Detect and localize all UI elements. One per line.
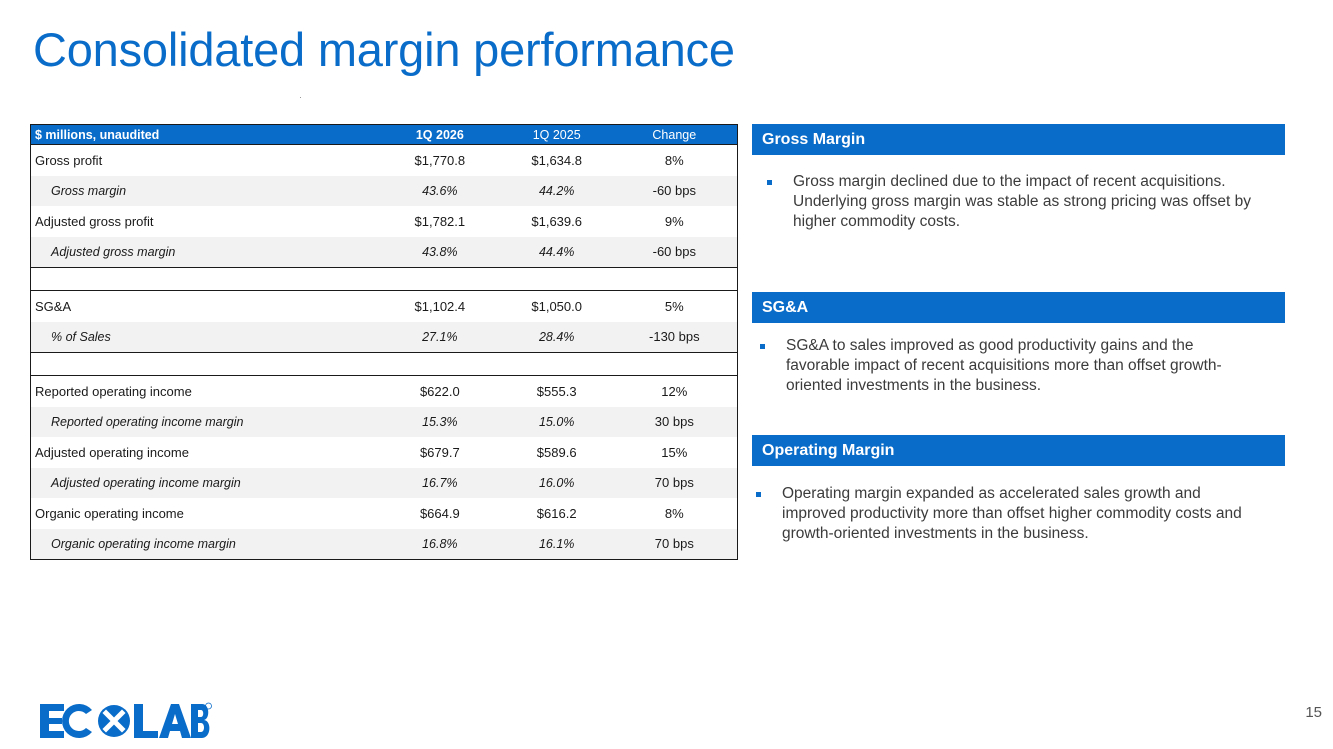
row-label: Gross margin — [30, 175, 378, 206]
table-row: % of Sales 27.1% 28.4% -130 bps — [30, 321, 738, 353]
row-change: 15% — [661, 444, 688, 460]
row-value-2026: 27.1% — [377, 321, 502, 353]
row-change: 70 bps — [611, 467, 738, 498]
row-value-2026: $679.7 — [419, 444, 460, 460]
row-change: 9% — [664, 213, 684, 229]
row-value-2025: $1,050.0 — [531, 298, 582, 314]
row-value-2026: 16.7% — [377, 467, 502, 498]
table-header-row: $ millions, unaudited 1Q 2026 1Q 2025 Ch… — [30, 124, 738, 145]
logo-letter-c — [62, 704, 92, 738]
gross-margin-header: Gross Margin — [752, 124, 1285, 155]
registered-mark-icon — [205, 702, 212, 710]
row-change: 5% — [664, 298, 684, 314]
row-change: 70 bps — [611, 528, 738, 560]
row-change: -130 bps — [611, 321, 738, 353]
table-row: Adjusted operating income margin 16.7% 1… — [30, 467, 738, 498]
logo-letter-l — [134, 704, 158, 738]
row-value-2026: 43.6% — [377, 175, 502, 206]
row-label: % of Sales — [30, 321, 378, 353]
row-value-2025: 16.1% — [501, 528, 612, 560]
operating-margin-text: Operating margin expanded as accelerated… — [782, 485, 1242, 542]
row-change: -60 bps — [611, 236, 738, 268]
row-value-2026: $622.0 — [419, 383, 460, 399]
table-row: Adjusted gross margin 43.8% 44.4% -60 bp… — [30, 236, 738, 268]
table-row: Gross profit $1,770.8 $1,634.8 8% — [31, 145, 738, 176]
logo-letter-e — [40, 704, 64, 738]
margin-table: $ millions, unaudited 1Q 2026 1Q 2025 Ch… — [30, 124, 738, 560]
logo-letter-b — [191, 704, 210, 738]
row-change: -60 bps — [611, 175, 738, 206]
row-label: Organic operating income margin — [30, 528, 378, 560]
row-change: 8% — [664, 152, 684, 168]
header-1q-2026: 1Q 2026 — [377, 124, 502, 145]
row-label: Gross profit — [35, 152, 103, 168]
logo-letter-a — [159, 704, 191, 738]
row-label: Adjusted gross margin — [30, 236, 378, 268]
row-value-2025: $1,639.6 — [531, 213, 582, 229]
row-label: Adjusted operating income margin — [30, 467, 378, 498]
table-row: Reported operating income $622.0 $555.3 … — [31, 376, 738, 407]
row-value-2025: 15.0% — [501, 406, 612, 437]
row-value-2026: $1,102.4 — [414, 298, 466, 314]
row-change: 30 bps — [611, 406, 738, 437]
row-label: Reported operating income — [35, 383, 192, 399]
operating-margin-bullet: Operating margin expanded as accelerated… — [756, 484, 1260, 544]
row-value-2026: $664.9 — [419, 505, 460, 521]
gross-margin-text: Gross margin declined due to the impact … — [793, 173, 1252, 230]
row-value-2026: 15.3% — [377, 406, 502, 437]
bullet-square-icon — [760, 344, 765, 349]
row-label: Adjusted operating income — [35, 444, 189, 460]
row-change: 8% — [664, 505, 684, 521]
bullet-square-icon — [756, 492, 761, 497]
table-row: Adjusted operating income $679.7 $589.6 … — [31, 437, 738, 468]
sga-header: SG&A — [752, 292, 1285, 323]
row-value-2025: 16.0% — [501, 467, 612, 498]
page-number: 15 — [1305, 704, 1322, 721]
row-change: 12% — [661, 383, 688, 399]
row-label: Adjusted gross profit — [35, 213, 154, 229]
table-row: Organic operating income margin 16.8% 16… — [30, 528, 738, 560]
gross-margin-bullet: Gross margin declined due to the impact … — [767, 172, 1268, 232]
row-value-2026: $1,770.8 — [414, 152, 466, 168]
header-units: $ millions, unaudited — [30, 124, 378, 145]
row-value-2025: $589.6 — [536, 444, 577, 460]
row-value-2025: $1,634.8 — [531, 152, 582, 168]
row-label: SG&A — [35, 298, 72, 314]
table-spacer-row — [30, 267, 738, 291]
header-1q-2025: 1Q 2025 — [501, 124, 612, 145]
sga-text: SG&A to sales improved as good productiv… — [786, 337, 1222, 394]
table-row: Gross margin 43.6% 44.2% -60 bps — [30, 175, 738, 206]
row-value-2026: 16.8% — [377, 528, 502, 560]
table-row: Adjusted gross profit $1,782.1 $1,639.6 … — [31, 206, 738, 237]
bullet-square-icon — [767, 180, 772, 185]
sga-bullet: SG&A to sales improved as good productiv… — [760, 336, 1261, 396]
table-row: Reported operating income margin 15.3% 1… — [30, 406, 738, 437]
table-row: Organic operating income $664.9 $616.2 8… — [31, 498, 738, 529]
row-value-2025: 28.4% — [501, 321, 612, 353]
operating-margin-header: Operating Margin — [752, 435, 1285, 466]
ecolab-logo — [40, 702, 212, 738]
row-value-2025: 44.4% — [501, 236, 612, 268]
page-title: Consolidated margin performance — [33, 23, 735, 76]
logo-x-mark — [102, 709, 126, 733]
row-label: Reported operating income margin — [30, 406, 378, 437]
row-value-2026: $1,782.1 — [414, 213, 466, 229]
row-value-2026: 43.8% — [377, 236, 502, 268]
stray-dot — [300, 97, 301, 98]
row-label: Organic operating income — [35, 505, 184, 521]
table-row: SG&A $1,102.4 $1,050.0 5% — [31, 291, 738, 322]
header-change: Change — [611, 124, 738, 145]
row-value-2025: 44.2% — [501, 175, 612, 206]
table-spacer-row — [30, 352, 738, 376]
row-value-2025: $555.3 — [536, 383, 577, 399]
row-value-2025: $616.2 — [536, 505, 577, 521]
